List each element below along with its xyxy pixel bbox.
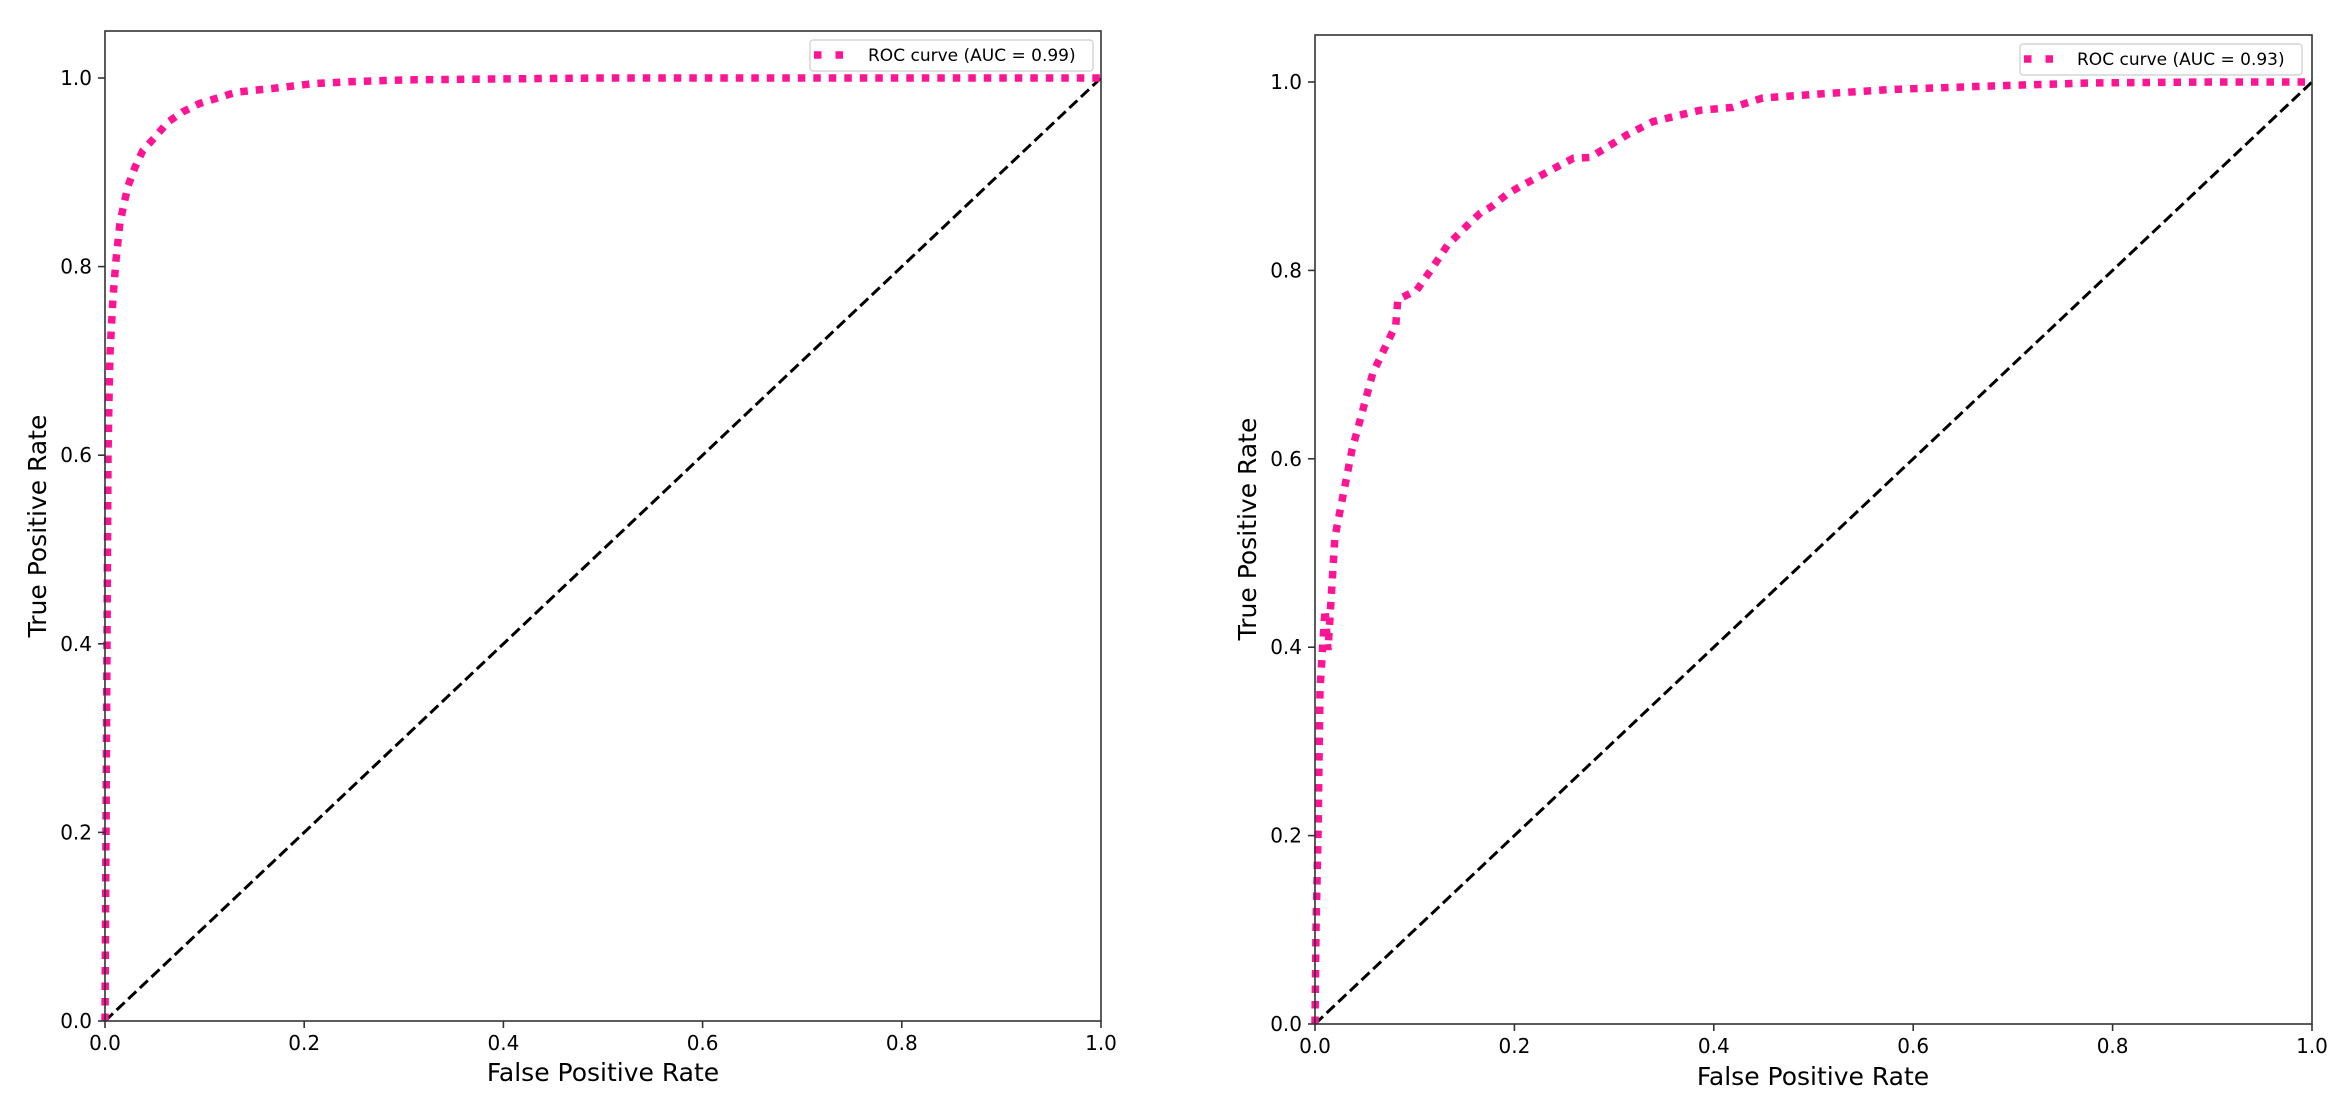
y-tick-label: 1.0 (60, 66, 92, 90)
x-tick: 0.0 (89, 1021, 121, 1055)
y-tick: 0.6 (1270, 447, 1315, 471)
y-tick: 0.0 (60, 1009, 105, 1033)
y-tick-label: 0.8 (1270, 258, 1302, 282)
y-axis-label: True Positive Rate (23, 415, 52, 639)
axes-frame (1314, 34, 2313, 1025)
x-tick: 1.0 (2296, 1024, 2328, 1058)
x-tick: 0.4 (487, 1021, 519, 1055)
roc-curve-line (101, 74, 1101, 1022)
legend-box (809, 39, 1094, 72)
axes-frame (104, 30, 1102, 1022)
y-tick: 0.8 (60, 255, 105, 279)
x-tick-label: 0.0 (89, 1031, 121, 1055)
x-axis-ticks: 0.0 0.2 0.4 0.6 0.8 1.0 (89, 1021, 1117, 1055)
x-axis-label: False Positive Rate (1697, 1062, 1929, 1091)
x-tick: 1.0 (1085, 1021, 1117, 1055)
y-tick: 0.4 (1270, 635, 1315, 659)
roc-curve-line (1311, 78, 2312, 1025)
x-tick: 0.0 (1299, 1024, 1331, 1058)
x-tick-label: 1.0 (1085, 1031, 1117, 1055)
y-tick-label: 0.2 (60, 820, 92, 844)
legend-label: ROC curve (AUC = 0.99) (868, 46, 1076, 66)
chance-diagonal-line (1313, 80, 2314, 1026)
y-axis-ticks: 0.0 0.2 0.4 0.6 0.8 1.0 (60, 66, 105, 1033)
y-tick: 1.0 (1270, 70, 1315, 94)
y-tick: 0.2 (1270, 824, 1315, 848)
y-tick: 0.8 (1270, 258, 1315, 282)
y-tick-label: 0.8 (60, 255, 92, 279)
x-axis-ticks: 0.0 0.2 0.4 0.6 0.8 1.0 (1299, 1024, 2328, 1058)
x-tick: 0.2 (288, 1021, 320, 1055)
y-tick-label: 0.4 (60, 632, 92, 656)
x-tick: 0.6 (1897, 1024, 1929, 1058)
x-tick: 0.6 (687, 1021, 719, 1055)
y-tick-label: 0.2 (1270, 824, 1302, 848)
y-tick-label: 0.0 (1270, 1012, 1302, 1036)
y-tick: 0.6 (60, 443, 105, 467)
roc-panel-right: 0.0 0.2 0.4 0.6 0.8 1.0 0.0 0.2 0.4 0.6 … (1233, 34, 2328, 1091)
x-tick-label: 0.0 (1299, 1034, 1331, 1058)
y-tick-label: 1.0 (1270, 70, 1302, 94)
x-tick-label: 0.6 (1897, 1034, 1929, 1058)
y-tick: 0.0 (1270, 1012, 1315, 1036)
x-tick-label: 0.4 (487, 1031, 519, 1055)
x-tick-label: 0.8 (886, 1031, 918, 1055)
x-tick: 0.4 (1698, 1024, 1730, 1058)
x-tick-label: 0.2 (288, 1031, 320, 1055)
legend-box (2019, 43, 2303, 76)
y-tick: 0.2 (60, 820, 105, 844)
x-axis-label: False Positive Rate (487, 1058, 719, 1087)
y-tick-label: 0.4 (1270, 635, 1302, 659)
y-tick-label: 0.6 (60, 443, 92, 467)
x-tick-label: 0.2 (1498, 1034, 1530, 1058)
legend: ROC curve (AUC = 0.93) (2019, 43, 2303, 76)
y-tick-label: 0.6 (1270, 447, 1302, 471)
x-tick: 0.2 (1498, 1024, 1530, 1058)
y-axis-ticks: 0.0 0.2 0.4 0.6 0.8 1.0 (1270, 70, 1315, 1036)
x-tick-label: 0.6 (687, 1031, 719, 1055)
x-tick: 0.8 (2097, 1024, 2129, 1058)
plot-area (1311, 78, 2314, 1026)
y-tick-label: 0.0 (60, 1009, 92, 1033)
x-tick-label: 1.0 (2296, 1034, 2328, 1058)
y-tick: 1.0 (60, 66, 105, 90)
legend-label: ROC curve (AUC = 0.93) (2077, 50, 2285, 70)
x-tick-label: 0.4 (1698, 1034, 1730, 1058)
chance-diagonal-line (103, 76, 1103, 1023)
y-tick: 0.4 (60, 632, 105, 656)
legend: ROC curve (AUC = 0.99) (809, 39, 1094, 72)
x-tick: 0.8 (886, 1021, 918, 1055)
roc-panel-left: 0.0 0.2 0.4 0.6 0.8 1.0 0.0 0.2 0.4 0.6 … (23, 30, 1117, 1087)
plot-area (101, 74, 1103, 1023)
y-axis-label: True Positive Rate (1233, 418, 1262, 642)
x-tick-label: 0.8 (2097, 1034, 2129, 1058)
